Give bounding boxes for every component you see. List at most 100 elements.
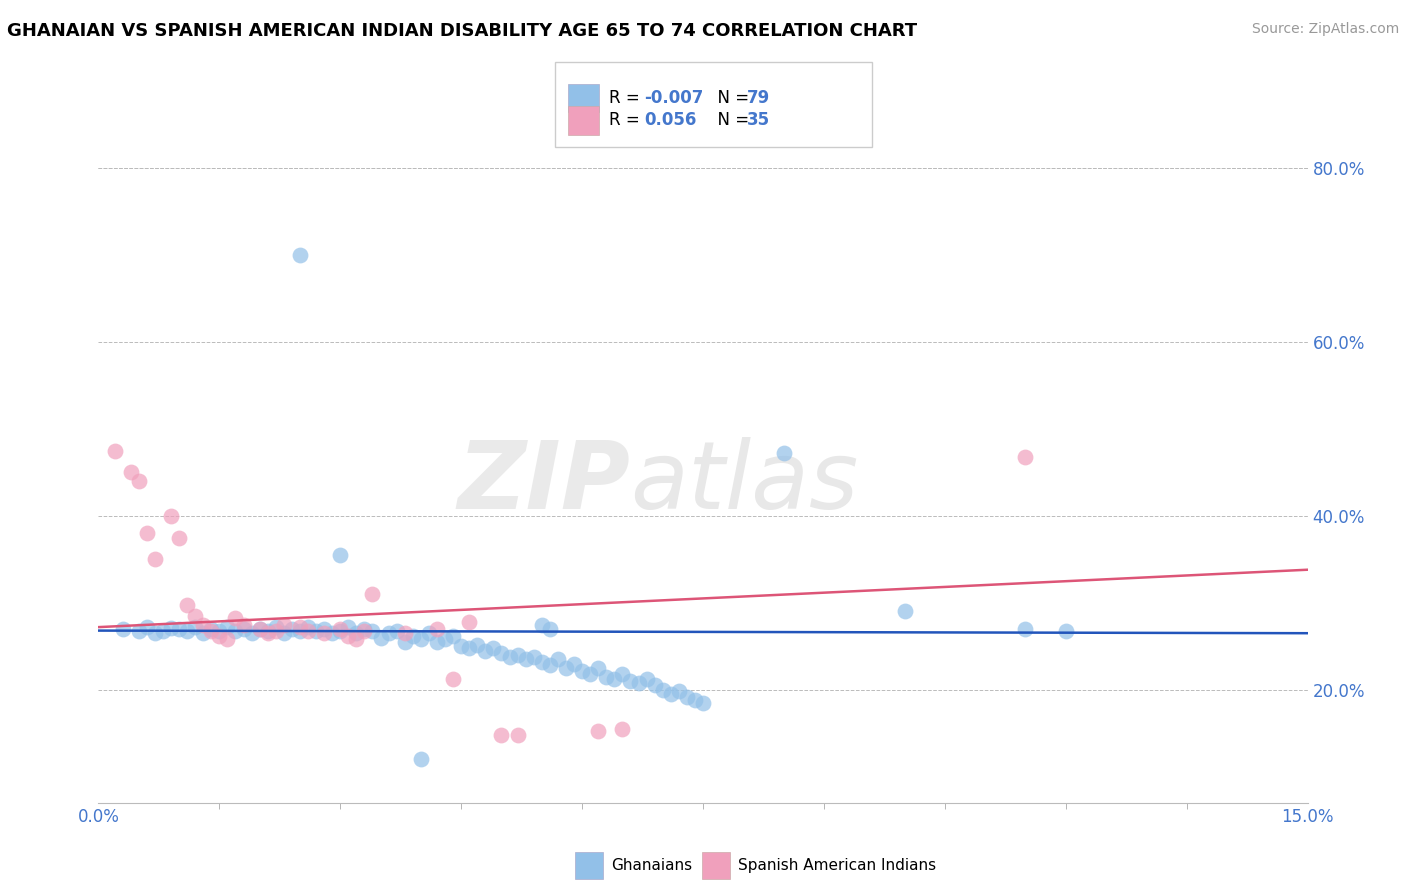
Point xyxy=(434,632,457,647)
Point xyxy=(603,673,626,687)
Point xyxy=(441,673,464,687)
Point xyxy=(612,667,634,681)
Point xyxy=(217,620,239,634)
Point xyxy=(562,657,585,671)
Point xyxy=(498,649,520,664)
Point xyxy=(586,724,609,739)
Point xyxy=(321,626,343,640)
Point xyxy=(538,622,561,636)
Point xyxy=(441,629,464,643)
Point xyxy=(491,728,513,742)
Point xyxy=(314,626,336,640)
Text: atlas: atlas xyxy=(630,437,859,528)
Point xyxy=(264,624,287,638)
Point xyxy=(288,248,311,262)
Text: R =: R = xyxy=(609,112,645,129)
Point xyxy=(103,443,125,458)
Point xyxy=(288,620,311,634)
Point xyxy=(385,624,408,638)
Point xyxy=(893,605,915,619)
Point xyxy=(409,752,432,766)
Point xyxy=(184,608,207,623)
Point xyxy=(394,626,416,640)
Point xyxy=(288,624,311,638)
Point xyxy=(772,446,794,460)
Point xyxy=(167,622,190,636)
Point xyxy=(474,643,496,657)
Point xyxy=(200,622,222,636)
Point xyxy=(636,673,658,687)
Point xyxy=(208,624,231,638)
Point xyxy=(240,626,263,640)
Point xyxy=(329,548,352,562)
Point xyxy=(281,622,304,636)
Point xyxy=(402,629,425,643)
Point xyxy=(135,620,157,634)
Point xyxy=(450,639,472,653)
Point xyxy=(344,632,367,647)
Point xyxy=(491,646,513,660)
Point xyxy=(586,661,609,675)
Point xyxy=(176,624,198,638)
Text: N =: N = xyxy=(707,112,755,129)
Point xyxy=(361,624,384,638)
Point xyxy=(683,693,706,707)
Point xyxy=(143,552,166,566)
Point xyxy=(160,508,183,523)
Point xyxy=(143,626,166,640)
Point xyxy=(353,622,375,636)
Point xyxy=(579,667,602,681)
Text: 0.056: 0.056 xyxy=(644,112,696,129)
Point xyxy=(176,598,198,612)
Point xyxy=(465,638,488,652)
Point xyxy=(547,652,569,666)
Point xyxy=(538,658,561,673)
Point xyxy=(256,624,278,638)
Point xyxy=(337,629,360,643)
Text: 79: 79 xyxy=(747,89,770,107)
Point xyxy=(184,620,207,634)
Point xyxy=(418,626,440,640)
Point xyxy=(232,622,254,636)
Point xyxy=(224,624,246,638)
Point xyxy=(305,624,328,638)
Point xyxy=(297,620,319,634)
Point xyxy=(249,622,271,636)
Point xyxy=(193,626,215,640)
Point xyxy=(458,640,481,655)
Point xyxy=(217,632,239,647)
Point xyxy=(232,617,254,632)
Point xyxy=(555,661,578,675)
Point xyxy=(314,622,336,636)
Point xyxy=(627,675,650,690)
Point xyxy=(482,640,505,655)
Text: -0.007: -0.007 xyxy=(644,89,703,107)
Point xyxy=(515,652,537,666)
Point xyxy=(571,664,593,678)
Point xyxy=(167,531,190,545)
Point xyxy=(128,624,150,638)
Text: ZIP: ZIP xyxy=(457,437,630,529)
Point xyxy=(644,678,666,692)
Text: R =: R = xyxy=(609,89,645,107)
Point xyxy=(329,624,352,638)
Text: Ghanaians: Ghanaians xyxy=(612,858,693,872)
Point xyxy=(249,622,271,636)
Point xyxy=(1014,622,1036,636)
Point xyxy=(530,617,553,632)
Point xyxy=(256,626,278,640)
Point xyxy=(344,626,367,640)
Point xyxy=(353,624,375,638)
Point xyxy=(273,617,295,632)
Point xyxy=(506,648,529,662)
Point xyxy=(361,587,384,601)
Point xyxy=(409,632,432,647)
Point xyxy=(200,624,222,638)
Point xyxy=(426,635,449,649)
Point xyxy=(193,617,215,632)
Point xyxy=(530,655,553,669)
Point xyxy=(297,624,319,638)
Point xyxy=(208,629,231,643)
Point xyxy=(426,622,449,636)
Point xyxy=(506,728,529,742)
